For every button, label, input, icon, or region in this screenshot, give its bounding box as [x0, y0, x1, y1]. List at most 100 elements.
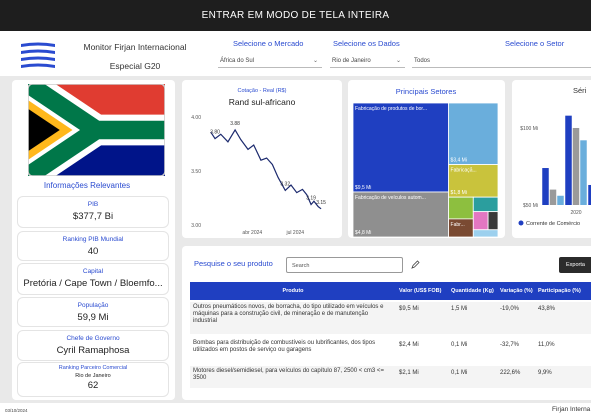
- table-cell: 222,6%: [500, 370, 521, 376]
- x-tick-label: 2020: [570, 210, 581, 216]
- bar: [549, 189, 557, 205]
- table-cell: 9,9%: [538, 370, 552, 376]
- filter-label: Selecione os Dados: [333, 39, 400, 48]
- tile-value: $4,8 Mi: [355, 230, 371, 236]
- table-cell: 0,1 Mi: [451, 370, 468, 376]
- card-label: População: [77, 302, 109, 309]
- card-value: Pretória / Cape Town / Bloemfo...: [23, 278, 163, 289]
- bar: [588, 184, 591, 205]
- footer: 03/10/2024 Firjan Interna: [0, 403, 591, 420]
- card-label: Ranking PIB Mundial: [62, 236, 124, 243]
- x-tick-label: jul 2024: [286, 230, 305, 236]
- bar: [565, 115, 572, 205]
- data-label: 3.15: [316, 200, 326, 206]
- y-tick-label: $100 Mi: [520, 126, 538, 132]
- search-input[interactable]: Search: [286, 257, 403, 273]
- info-card: População 59,9 Mi: [18, 298, 168, 326]
- tile-label: Fabricação de veículos autom...: [355, 195, 426, 201]
- export-label[interactable]: Exporta: [566, 262, 585, 268]
- legend-swatch: [518, 220, 524, 226]
- card-value: Cyril Ramaphosa: [56, 345, 130, 356]
- tile-label: Fabricaçã...: [451, 168, 477, 174]
- column-header: Quantidade (Kg): [451, 288, 494, 294]
- filter-dropdown[interactable]: África do Sul ⌄: [218, 55, 322, 68]
- export-button[interactable]: Exporta: [559, 257, 591, 273]
- bar: [557, 195, 564, 205]
- filter-dropdown[interactable]: Rio de Janeiro ⌄: [330, 55, 405, 68]
- header: Monitor Firjan Internacional Especial G2…: [0, 31, 591, 76]
- y-tick-label: $50 Mi: [523, 203, 538, 209]
- filter-dropdown[interactable]: Todos: [412, 55, 591, 68]
- column-header: Produto: [282, 288, 304, 294]
- card-value: 62: [87, 380, 99, 391]
- tile-label: Fabricação de produtos de bor...: [355, 106, 427, 112]
- table-cell: Bombas para distribuição de combustíveis…: [193, 340, 376, 354]
- price-line: [210, 128, 322, 210]
- table-cell: Outros pneumáticos novos, de borracha, d…: [193, 304, 384, 325]
- card-label: Ranking Parceiro Comercial: [58, 365, 128, 371]
- search-placeholder[interactable]: Search: [292, 263, 310, 269]
- y-tick-label: 3.50: [191, 169, 201, 175]
- treemap-tile: [472, 211, 489, 231]
- bar-chart: Séri $100 Mi $50 Mi 2020 Corrente de Comérci…: [518, 86, 591, 227]
- filter-value[interactable]: Todos: [414, 58, 431, 64]
- fullscreen-label[interactable]: ENTRAR EM MODO DE TELA INTEIRA: [201, 10, 390, 21]
- footer-brand: Firjan Interna: [552, 406, 591, 413]
- tile-value: $9,5 Mi: [355, 185, 371, 191]
- chart-title: Séri: [573, 86, 587, 95]
- chart-title: Rand sul-africano: [229, 97, 296, 107]
- search-label: Pesquise o seu produto: [194, 259, 273, 268]
- filter-label: Selecione o Setor: [505, 39, 565, 48]
- info-card: PIB $377,7 Bi: [18, 197, 168, 227]
- column-header: Valor (US$ FOB): [399, 288, 442, 294]
- table-cell: -32,7%: [500, 342, 520, 348]
- edit-icon[interactable]: [411, 260, 420, 269]
- line-panel: Cotação - Real (R$) Rand sul-africano 4.00…: [182, 80, 342, 238]
- table-cell: 0,1 Mi: [451, 342, 468, 348]
- y-tick-label: 3.00: [191, 223, 201, 229]
- table-cell: $2,4 Mi: [399, 342, 419, 348]
- bar: [542, 168, 549, 205]
- table-cell: $2,1 Mi: [399, 370, 419, 376]
- tile-label: Fabr...: [451, 222, 465, 228]
- treemap-tile: [352, 102, 449, 193]
- treemap-tile: [472, 229, 499, 238]
- header-title: Monitor Firjan Internacional: [83, 42, 187, 52]
- info-card: Ranking PIB Mundial 40: [18, 232, 168, 260]
- filter-value[interactable]: África do Sul: [220, 58, 255, 64]
- treemap-tile: [352, 191, 449, 238]
- legend-label: Corrente de Comércio: [526, 221, 580, 227]
- card-value: 40: [87, 246, 99, 257]
- card-label: PIB: [87, 201, 99, 208]
- flag: [28, 84, 165, 176]
- filter-value[interactable]: Rio de Janeiro: [332, 58, 371, 64]
- tile-value: $3,4 Mi: [451, 158, 467, 164]
- bar: [580, 140, 587, 205]
- chart-subtitle: Cotação - Real (R$): [238, 88, 287, 94]
- logo: [21, 42, 55, 68]
- info-card: Ranking Parceiro Comercial Rio de Janeiro…: [18, 363, 168, 396]
- line-chart: Cotação - Real (R$) Rand sul-africano 4.00…: [191, 88, 326, 236]
- data-label: 3.88: [230, 121, 240, 127]
- treemap-chart: Principais Setores Fabricação de produtos…: [352, 87, 499, 238]
- table-cell: 43,8%: [538, 306, 556, 312]
- data-label: 3.19: [306, 195, 316, 201]
- row-band: [190, 366, 591, 388]
- treemap-tile: [487, 211, 499, 231]
- card-label: Chefe de Governo: [66, 335, 120, 342]
- data-label: 3.80: [210, 130, 220, 136]
- x-tick-label: abr 2024: [242, 230, 262, 236]
- chart-title: Principais Setores: [396, 87, 457, 96]
- tile-value: $1,8 Mi: [451, 190, 467, 196]
- info-card: Capital Pretória / Cape Town / Bloemfo...: [18, 264, 168, 294]
- filter-label: Selecione o Mercado: [233, 39, 304, 48]
- treemap-tile: [448, 102, 499, 165]
- treemap-panel: Principais Setores Fabricação de produtos…: [348, 80, 505, 238]
- data-label: 3.32: [280, 181, 290, 187]
- fullscreen-bar[interactable]: ENTRAR EM MODO DE TELA INTEIRA: [0, 0, 591, 31]
- table-cell: -19,0%: [500, 306, 520, 312]
- header-subtitle: Especial G20: [109, 61, 161, 71]
- column-header: Variação (%): [500, 288, 533, 294]
- table-cell: $9,5 Mi: [399, 306, 419, 312]
- info-title: Informações Relevantes: [43, 181, 131, 190]
